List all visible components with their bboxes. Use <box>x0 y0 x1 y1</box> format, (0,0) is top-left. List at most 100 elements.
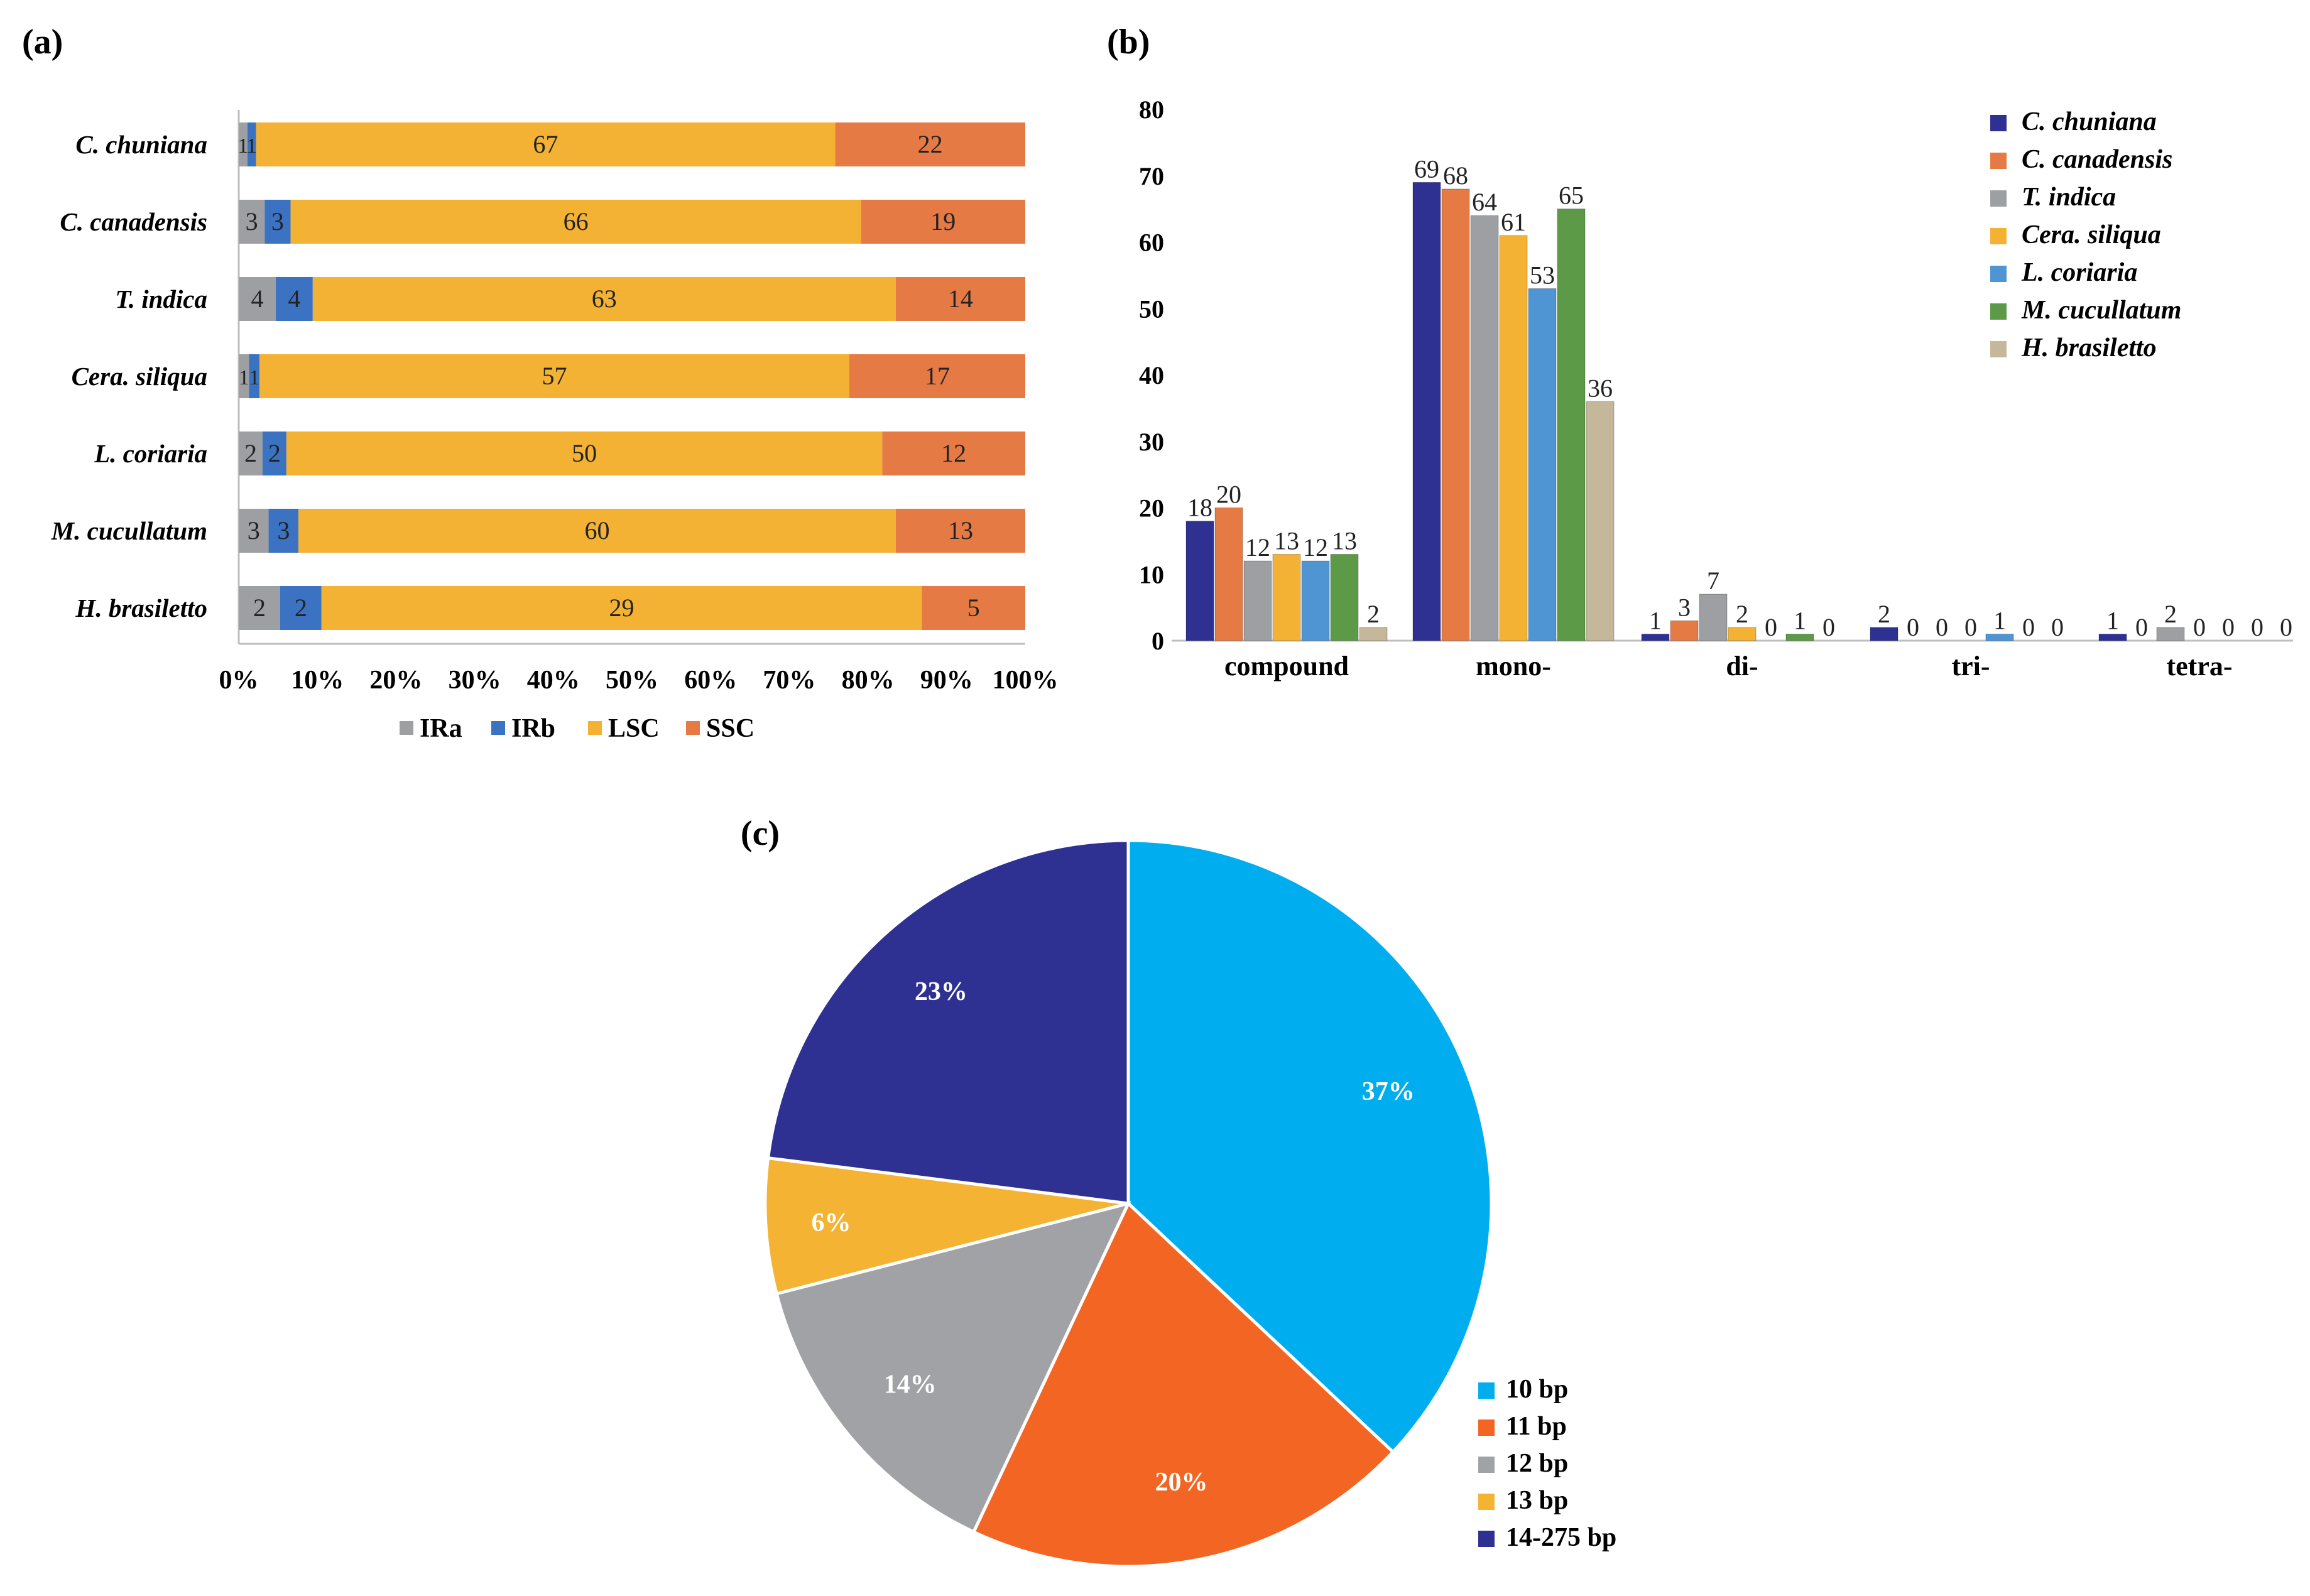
data-label-t-indica-mono: 64 <box>1472 188 1497 216</box>
bar-ira-t-indica <box>239 277 276 321</box>
data-label-c-canadensis-tri: 0 <box>1907 613 1919 641</box>
data-label-c-canadensis-tetra: 0 <box>2135 613 2148 641</box>
bar-lsc-m-cucullatum <box>298 509 896 553</box>
data-label-l-coriaria-tetra: 0 <box>2222 613 2235 641</box>
data-label-cera-siliqua-tri: 0 <box>1964 613 1977 641</box>
data-label-ira-m-cucullatum: 3 <box>248 516 260 545</box>
x-tick-label: 100% <box>993 666 1059 695</box>
data-label-ssc-h-brasiletto: 5 <box>967 594 980 622</box>
data-label-l-coriaria-tri: 1 <box>1993 606 2006 634</box>
bar-lsc-c-canadensis <box>290 200 861 244</box>
x-tick-label: 0% <box>219 666 259 695</box>
y-tick-label: 10 <box>1139 560 1164 589</box>
legend-swatch-lsc <box>588 721 602 735</box>
bar-t-indica-tetra <box>2156 627 2185 641</box>
data-label-t-indica-di: 7 <box>1707 567 1719 595</box>
y-tick-label: 0 <box>1152 627 1164 655</box>
legend-swatch-12-bp <box>1478 1457 1495 1473</box>
data-label-c-chuniana-mono: 69 <box>1414 155 1439 183</box>
bar-irb-l-coriaria <box>262 432 286 475</box>
legend-swatch-irb <box>491 721 505 735</box>
legend-label-l-coriaria: L. coriaria <box>2021 258 2137 287</box>
x-tick-label: 10% <box>291 666 344 695</box>
bar-c-chuniana-di <box>1641 633 1670 641</box>
category-label-tri: tri- <box>1951 651 1990 681</box>
data-label-lsc-l-coriaria: 50 <box>572 439 597 467</box>
pie-slice-14-275-bp <box>766 839 1130 1205</box>
legend-label-12-bp: 12 bp <box>1506 1449 1568 1478</box>
panel-c: (c) 37% 20% 14% 6% 23% 10 bp 11 bp 12 bp 13 bp 14-… <box>741 814 1616 1568</box>
data-label-c-canadensis-compound: 20 <box>1216 480 1241 509</box>
data-label-m-cucullatum-di: 1 <box>1794 606 1806 634</box>
legend-label-c-canadensis: C. canadensis <box>2022 145 2172 174</box>
bar-ira-m-cucullatum <box>239 509 269 553</box>
legend-swatch-13-bp <box>1478 1494 1495 1510</box>
panel-label-b: (b) <box>1107 23 1150 62</box>
y-tick-label: 70 <box>1139 162 1164 190</box>
legend-swatch-c-canadensis <box>1990 153 2007 169</box>
category-label-c-canadensis: C. canadensis <box>60 207 207 236</box>
bar-ssc-cera-siliqua <box>849 354 1025 398</box>
bar-ira-cera-siliqua <box>239 354 249 398</box>
legend-label-h-brasiletto: H. brasiletto <box>2021 334 2157 362</box>
data-label-ira-l-coriaria: 2 <box>244 439 257 467</box>
x-tick-label: 70% <box>763 666 815 695</box>
data-label-irb-l-coriaria: 2 <box>268 439 281 467</box>
data-label-ira-t-indica: 4 <box>251 285 263 313</box>
category-label-h-brasiletto: H. brasiletto <box>75 594 207 622</box>
bar-t-indica-di <box>1699 594 1728 641</box>
bar-cera-siliqua-di <box>1728 627 1757 641</box>
y-tick-label: 30 <box>1139 428 1164 456</box>
x-tick-label: 60% <box>684 666 737 695</box>
data-label-ssc-c-chuniana: 22 <box>918 130 943 158</box>
category-label-m-cucullatum: M. cucullatum <box>51 516 207 545</box>
data-label-m-cucullatum-tetra: 0 <box>2251 613 2264 641</box>
bar-irb-c-chuniana <box>247 122 256 166</box>
data-label-cera-siliqua-mono: 61 <box>1501 208 1526 236</box>
legend-swatch-c-chuniana <box>1990 115 2007 131</box>
legend-label-irb: IRb <box>511 714 555 743</box>
legend-label-11-bp: 11 bp <box>1506 1412 1567 1441</box>
pie-slice-13-bp <box>763 1156 1129 1296</box>
bar-m-cucullatum-compound <box>1330 554 1359 641</box>
data-label-lsc-c-canadensis: 66 <box>564 207 589 236</box>
category-label-cera-siliqua: Cera. siliqua <box>72 362 207 391</box>
pie-label-11-bp: 20% <box>1155 1468 1207 1497</box>
data-label-irb-t-indica: 4 <box>288 285 300 313</box>
data-label-lsc-c-chuniana: 67 <box>533 130 558 158</box>
bar-ssc-c-canadensis <box>861 200 1025 244</box>
data-label-t-indica-compound: 12 <box>1245 533 1270 562</box>
data-label-h-brasiletto-tetra: 0 <box>2280 613 2292 641</box>
legend-label-m-cucullatum: M. cucullatum <box>2021 296 2181 325</box>
pie-label-14-275-bp: 23% <box>915 977 967 1006</box>
x-tick-label: 40% <box>527 666 580 695</box>
data-label-irb-c-canadensis: 3 <box>271 207 284 236</box>
data-label-m-cucullatum-compound: 13 <box>1332 527 1357 555</box>
legend-label-ira: IRa <box>420 714 462 743</box>
data-label-ira-h-brasiletto: 2 <box>253 594 266 622</box>
bar-m-cucullatum-mono <box>1557 209 1586 641</box>
pie-label-10-bp: 37% <box>1362 1077 1415 1106</box>
y-tick-label: 50 <box>1139 295 1164 323</box>
bar-cera-siliqua-compound <box>1272 554 1301 641</box>
bar-c-chuniana-mono <box>1412 182 1441 641</box>
bar-ssc-m-cucullatum <box>895 509 1025 553</box>
bar-t-indica-compound <box>1243 560 1272 641</box>
data-label-h-brasiletto-tri: 0 <box>2051 613 2064 641</box>
bar-cera-siliqua-mono <box>1499 235 1528 641</box>
category-label-t-indica: T. indica <box>115 285 207 313</box>
data-label-ira-c-chuniana: 1 <box>237 134 248 158</box>
y-tick-label: 40 <box>1139 361 1164 389</box>
bar-lsc-c-chuniana <box>256 122 836 166</box>
y-tick-label: 60 <box>1139 229 1164 257</box>
bar-irb-h-brasiletto <box>280 586 322 630</box>
bar-lsc-l-coriaria <box>286 432 883 475</box>
pie-label-12-bp: 14% <box>884 1370 937 1399</box>
x-tick-label: 90% <box>920 666 973 695</box>
bar-irb-c-canadensis <box>264 200 291 244</box>
legend-swatch-11-bp <box>1478 1420 1495 1436</box>
legend-label-13-bp: 13 bp <box>1506 1486 1568 1515</box>
bar-irb-t-indica <box>275 277 313 321</box>
data-label-lsc-cera-siliqua: 57 <box>542 362 567 390</box>
